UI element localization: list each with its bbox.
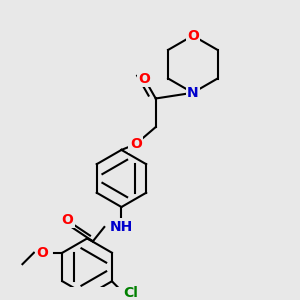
Text: O: O [61,213,73,227]
Text: O: O [138,71,150,85]
Text: Cl: Cl [123,286,138,300]
Text: O: O [37,246,48,260]
Text: NH: NH [110,220,133,234]
Text: N: N [187,86,199,100]
Text: O: O [187,29,199,43]
Text: O: O [130,137,142,151]
